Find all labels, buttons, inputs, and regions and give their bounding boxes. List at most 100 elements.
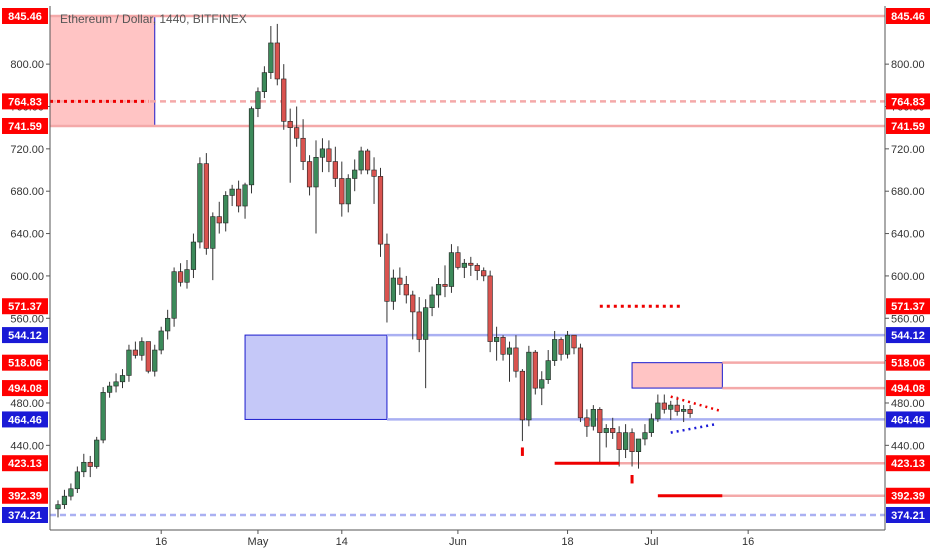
- candle[interactable]: [397, 267, 403, 295]
- candle[interactable]: [622, 424, 629, 459]
- candle[interactable]: [281, 64, 287, 130]
- candle[interactable]: [274, 23, 280, 86]
- candle[interactable]: [416, 297, 422, 353]
- candle[interactable]: [674, 396, 680, 416]
- candle[interactable]: [229, 184, 235, 207]
- candle[interactable]: [461, 258, 467, 279]
- candle[interactable]: [177, 263, 184, 287]
- candle[interactable]: [313, 140, 319, 234]
- candle[interactable]: [532, 350, 538, 395]
- candle[interactable]: [429, 286, 435, 317]
- candle[interactable]: [564, 330, 571, 359]
- candle[interactable]: [345, 174, 351, 213]
- candle[interactable]: [629, 428, 635, 467]
- candle[interactable]: [481, 267, 487, 282]
- candle[interactable]: [165, 309, 171, 340]
- candle[interactable]: [597, 407, 603, 465]
- candle[interactable]: [326, 140, 332, 173]
- candle[interactable]: [655, 394, 661, 423]
- candle[interactable]: [126, 344, 132, 382]
- candle[interactable]: [216, 201, 222, 234]
- candle[interactable]: [661, 394, 667, 414]
- candle[interactable]: [352, 159, 358, 192]
- candle[interactable]: [539, 371, 545, 406]
- candle[interactable]: [448, 244, 455, 293]
- candle[interactable]: [152, 344, 158, 377]
- candle[interactable]: [468, 256, 474, 276]
- candle[interactable]: [668, 400, 674, 420]
- candle[interactable]: [61, 489, 68, 509]
- candle[interactable]: [74, 466, 80, 493]
- candle[interactable]: [371, 157, 377, 204]
- candle[interactable]: [87, 455, 93, 478]
- candle[interactable]: [648, 413, 654, 437]
- candle[interactable]: [139, 337, 145, 361]
- candle[interactable]: [294, 106, 300, 147]
- candle[interactable]: [287, 108, 293, 183]
- candle[interactable]: [332, 146, 338, 187]
- candle[interactable]: [590, 405, 596, 431]
- candle[interactable]: [358, 146, 364, 175]
- candle[interactable]: [94, 436, 100, 469]
- candle[interactable]: [571, 334, 577, 355]
- candle[interactable]: [119, 369, 126, 389]
- candle[interactable]: [493, 326, 500, 361]
- candle[interactable]: [390, 269, 397, 310]
- candle[interactable]: [248, 106, 255, 194]
- candle[interactable]: [635, 438, 642, 469]
- candle[interactable]: [455, 246, 461, 270]
- candle[interactable]: [500, 335, 506, 361]
- candle[interactable]: [435, 278, 442, 308]
- candle[interactable]: [300, 119, 306, 171]
- candle[interactable]: [642, 424, 648, 446]
- candle[interactable]: [171, 267, 177, 327]
- candle[interactable]: [616, 426, 622, 467]
- candle[interactable]: [255, 87, 261, 118]
- candle[interactable]: [687, 405, 693, 418]
- candle[interactable]: [545, 350, 551, 384]
- candle[interactable]: [423, 299, 429, 389]
- candle[interactable]: [203, 153, 209, 255]
- candle[interactable]: [410, 290, 416, 340]
- candle[interactable]: [261, 66, 268, 99]
- candle[interactable]: [339, 161, 345, 217]
- candle[interactable]: [223, 191, 229, 232]
- candle[interactable]: [100, 387, 106, 444]
- candle[interactable]: [68, 483, 74, 501]
- candle[interactable]: [184, 260, 190, 289]
- candle[interactable]: [584, 409, 590, 437]
- candle[interactable]: [236, 180, 242, 213]
- candle[interactable]: [513, 335, 519, 378]
- candle[interactable]: [197, 157, 203, 249]
- candle[interactable]: [474, 263, 480, 281]
- candle[interactable]: [526, 345, 532, 427]
- candle[interactable]: [55, 500, 61, 518]
- candle[interactable]: [306, 155, 313, 196]
- candle[interactable]: [603, 424, 609, 448]
- candle[interactable]: [552, 330, 558, 366]
- candle[interactable]: [403, 275, 409, 304]
- candle[interactable]: [242, 182, 248, 219]
- candle[interactable]: [158, 326, 164, 355]
- candle[interactable]: [268, 26, 274, 79]
- candle[interactable]: [558, 337, 564, 361]
- candle[interactable]: [190, 233, 197, 279]
- candle[interactable]: [364, 148, 371, 175]
- candle[interactable]: [384, 233, 390, 323]
- candle[interactable]: [81, 453, 87, 478]
- candle[interactable]: [210, 212, 216, 281]
- candle[interactable]: [487, 270, 493, 353]
- candle[interactable]: [377, 167, 384, 257]
- candle[interactable]: [577, 343, 584, 423]
- candle[interactable]: [145, 341, 151, 374]
- candle[interactable]: [107, 381, 113, 398]
- candle[interactable]: [442, 265, 448, 298]
- candle[interactable]: [132, 341, 139, 359]
- candle[interactable]: [681, 405, 687, 423]
- candle[interactable]: [506, 341, 513, 382]
- candle[interactable]: [610, 417, 616, 439]
- candle[interactable]: [519, 369, 525, 442]
- candle[interactable]: [113, 373, 119, 393]
- candle[interactable]: [319, 138, 326, 173]
